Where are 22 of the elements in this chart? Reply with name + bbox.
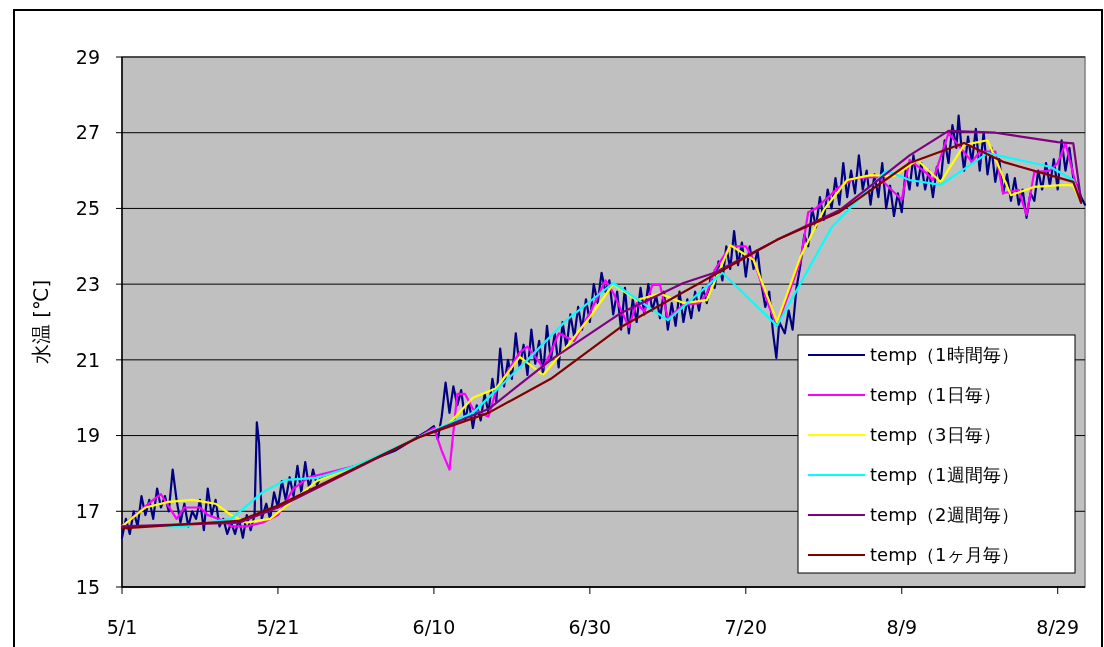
y-tick-label: 17 [75,499,100,522]
legend-label: temp（1ヶ月毎） [870,544,1019,566]
y-tick-label: 21 [75,348,100,371]
y-tick-label: 25 [75,197,100,220]
x-tick-label: 6/30 [568,616,612,638]
y-tick-label: 27 [75,121,100,144]
x-tick-label: 8/9 [886,616,918,638]
x-tick-label: 7/20 [724,616,768,638]
y-tick-label: 15 [75,575,100,598]
legend-label: temp（1日毎） [870,384,1001,406]
y-axis-title: 水温 [℃] [29,279,53,365]
y-tick-label: 29 [75,45,100,68]
x-tick-label: 5/21 [256,616,300,638]
y-tick-label: 19 [75,424,100,447]
x-tick-label: 8/29 [1036,616,1080,638]
x-tick-label: 5/1 [106,616,138,638]
legend-label: temp（2週間毎） [870,504,1019,526]
y-tick-label: 23 [75,272,100,295]
x-tick-label: 6/10 [412,616,456,638]
legend-label: temp（3日毎） [870,424,1001,446]
legend-label: temp（1時間毎） [870,344,1019,366]
legend-label: temp（1週間毎） [870,464,1019,486]
